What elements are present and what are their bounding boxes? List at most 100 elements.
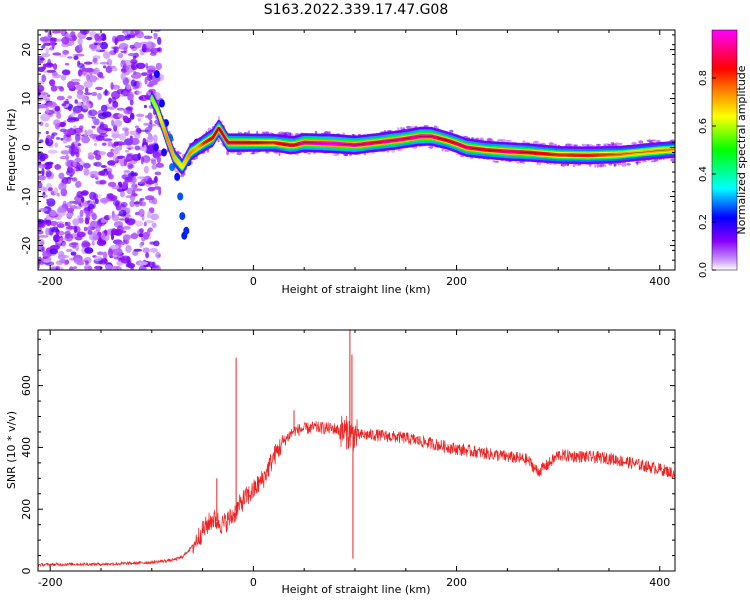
noise-blob — [143, 221, 147, 227]
halo-blob — [308, 152, 311, 155]
noise-blob — [87, 203, 95, 210]
noise-blob — [94, 198, 99, 205]
noise-blob — [110, 84, 121, 90]
noise-blob — [47, 187, 53, 192]
noise-blob — [46, 101, 57, 108]
halo-blob — [472, 137, 475, 139]
halo-blob — [618, 142, 623, 145]
halo-blob — [288, 132, 292, 137]
noise-blob — [122, 115, 129, 121]
arc-blob — [161, 148, 167, 157]
noise-blob — [49, 248, 59, 255]
noise-blob — [120, 72, 126, 81]
noise-blob — [130, 233, 139, 240]
halo-blob — [596, 163, 599, 168]
halo-blob — [247, 130, 250, 135]
noise-blob — [124, 128, 129, 137]
noise-blob — [151, 164, 158, 170]
noise-blob — [38, 218, 45, 225]
noise-blob — [127, 53, 137, 57]
halo-blob — [670, 158, 675, 162]
halo-blob — [588, 165, 592, 168]
noise-blob — [66, 117, 77, 123]
noise-blob — [63, 259, 68, 265]
noise-blob — [130, 137, 140, 146]
halo-blob — [603, 164, 607, 167]
halo-blob — [597, 143, 601, 146]
noise-blob — [102, 251, 108, 260]
noise-blob — [113, 46, 117, 54]
halo-blob — [386, 150, 389, 153]
noise-blob — [134, 188, 143, 192]
noise-blob — [125, 244, 132, 253]
noise-blob — [46, 94, 51, 98]
noise-blob — [140, 201, 146, 207]
noise-blob — [45, 130, 49, 135]
noise-blob — [53, 119, 61, 127]
noise-blob — [84, 67, 94, 73]
noise-blob — [142, 231, 150, 240]
noise-blob — [127, 91, 134, 100]
halo-blob — [324, 131, 330, 135]
noise-blob — [151, 159, 157, 165]
noise-blob — [107, 181, 117, 188]
halo-blob — [236, 151, 243, 156]
noise-blob — [146, 83, 154, 88]
noise-blob — [143, 165, 149, 174]
halo-blob — [516, 161, 521, 164]
noise-blob — [47, 161, 54, 165]
noise-blob — [121, 59, 126, 65]
noise-blob — [112, 132, 117, 141]
noise-blob — [86, 226, 93, 232]
halo-blob — [638, 140, 644, 144]
noise-blob — [124, 32, 128, 36]
noise-blob — [55, 137, 61, 140]
noise-blob — [81, 135, 90, 144]
noise-blob — [56, 192, 60, 197]
noise-blob — [79, 30, 90, 35]
noise-blob — [72, 266, 78, 269]
noise-blob — [97, 41, 102, 47]
noise-blob — [98, 193, 102, 199]
noise-blob — [157, 36, 162, 45]
noise-blob — [122, 225, 131, 230]
noise-blob — [146, 211, 152, 219]
noise-blob — [125, 106, 134, 111]
noise-blob — [99, 41, 109, 50]
halo-blob — [532, 140, 539, 145]
noise-blob — [100, 218, 107, 224]
noise-blob — [154, 175, 158, 183]
noise-blob — [72, 34, 77, 42]
noise-blob — [149, 247, 158, 253]
noise-blob — [113, 147, 119, 155]
noise-blob — [62, 140, 68, 144]
noise-blob — [42, 188, 47, 192]
arc-blob — [183, 226, 190, 235]
noise-blob — [79, 43, 83, 51]
noise-blob — [49, 221, 58, 226]
noise-blob — [112, 155, 118, 162]
noise-blob — [97, 251, 104, 256]
noise-blob — [111, 214, 120, 222]
noise-blob — [117, 113, 124, 118]
noise-blob — [84, 247, 94, 254]
noise-blob — [141, 44, 147, 53]
noise-blob — [48, 227, 54, 236]
noise-blob — [77, 62, 84, 68]
noise-blob — [132, 86, 137, 90]
halo-blob — [217, 138, 220, 143]
noise-blob — [56, 223, 65, 228]
noise-blob — [97, 92, 102, 100]
noise-blob — [144, 76, 148, 85]
noise-blob — [84, 92, 92, 96]
noise-blob — [101, 142, 107, 146]
noise-blob — [93, 67, 100, 75]
noise-blob — [103, 51, 111, 59]
noise-blob — [51, 30, 62, 34]
noise-blob — [53, 63, 58, 70]
noise-blob — [38, 60, 43, 64]
halo-blob — [396, 127, 400, 131]
noise-blob — [96, 239, 107, 247]
halo-blob — [641, 160, 648, 163]
halo-blob — [594, 163, 597, 168]
